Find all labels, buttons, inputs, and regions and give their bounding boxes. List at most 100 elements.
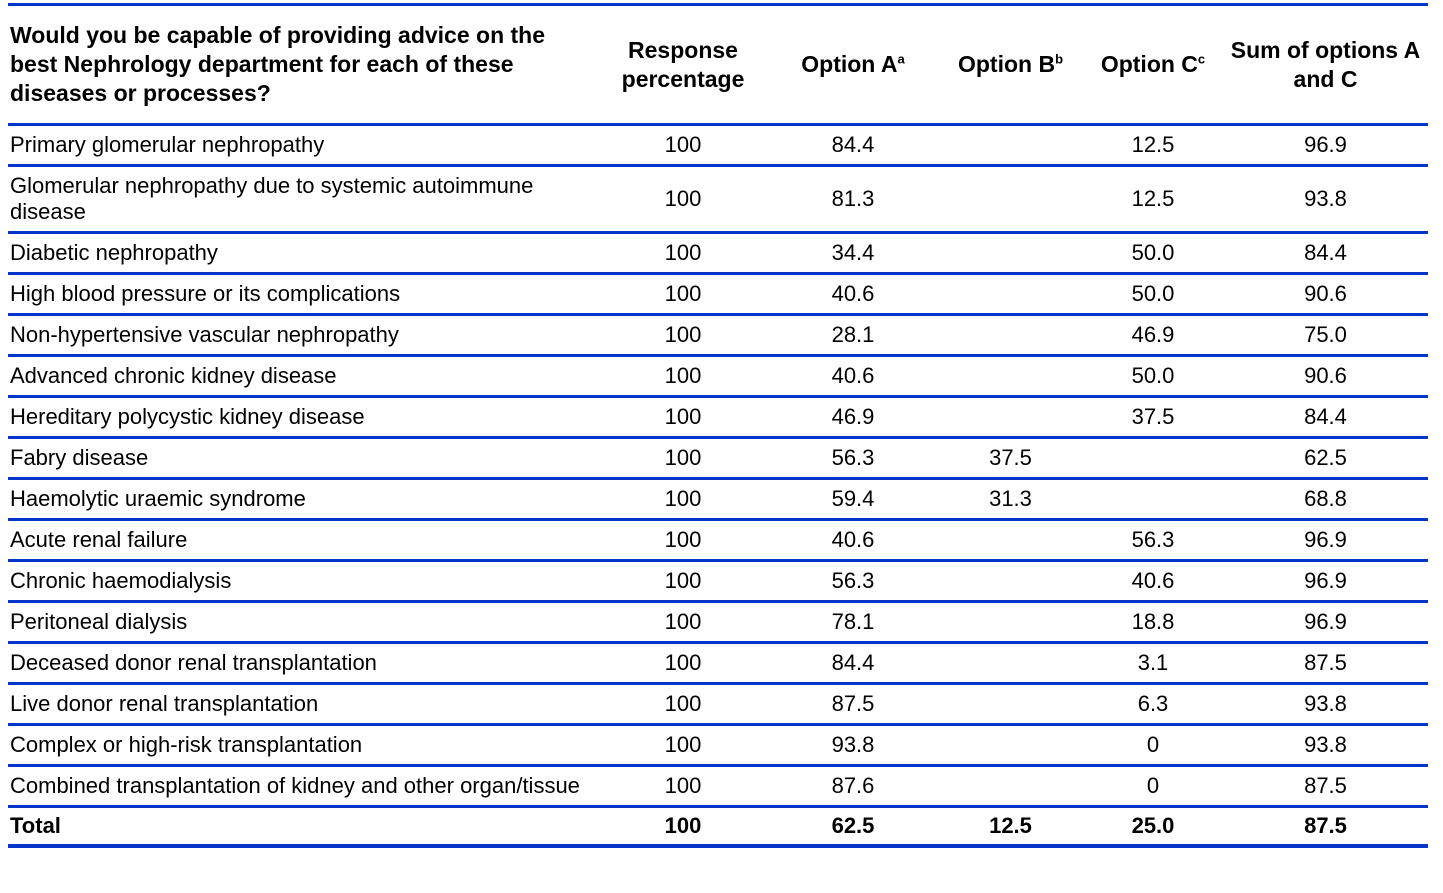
cell-option-a: 87.5 xyxy=(768,683,938,726)
row-label: Diabetic nephropathy xyxy=(8,232,598,275)
cell-option-a: 87.6 xyxy=(768,765,938,808)
row-label: Deceased donor renal transplantation xyxy=(8,642,598,685)
cell-option-a: 28.1 xyxy=(768,314,938,357)
cell-sum-a-and-c: 87.5 xyxy=(1223,765,1428,808)
cell-option-b xyxy=(938,396,1083,439)
col-header-response-percentage: Response percentage xyxy=(598,4,768,126)
cell-response-percentage: 100 xyxy=(598,642,768,685)
table-row: Non-hypertensive vascular nephropathy 10… xyxy=(8,314,1428,357)
total-option-b: 12.5 xyxy=(938,806,1083,848)
table-row: Hereditary polycystic kidney disease 100… xyxy=(8,396,1428,439)
cell-response-percentage: 100 xyxy=(598,124,768,167)
cell-option-c: 12.5 xyxy=(1083,124,1223,167)
cell-response-percentage: 100 xyxy=(598,165,768,234)
cell-option-b xyxy=(938,683,1083,726)
cell-option-b xyxy=(938,273,1083,316)
col-header-label: Option B xyxy=(957,51,1056,77)
table-row: Glomerular nephropathy due to systemic a… xyxy=(8,165,1428,234)
col-header-option-c: Option Cc xyxy=(1083,4,1223,126)
row-label: Chronic haemodialysis xyxy=(8,560,598,603)
cell-option-a: 78.1 xyxy=(768,601,938,644)
cell-sum-a-and-c: 96.9 xyxy=(1223,124,1428,167)
row-label: Haemolytic uraemic syndrome xyxy=(8,478,598,521)
col-header-option-b: Option Bb xyxy=(938,4,1083,126)
cell-option-a: 59.4 xyxy=(768,478,938,521)
cell-response-percentage: 100 xyxy=(598,724,768,767)
row-label: High blood pressure or its complications xyxy=(8,273,598,316)
cell-response-percentage: 100 xyxy=(598,437,768,480)
cell-option-b xyxy=(938,232,1083,275)
cell-sum-a-and-c: 96.9 xyxy=(1223,519,1428,562)
col-header-label: Option A xyxy=(801,51,898,77)
table-row: Combined transplantation of kidney and o… xyxy=(8,765,1428,808)
cell-sum-a-and-c: 90.6 xyxy=(1223,273,1428,316)
row-label: Acute renal failure xyxy=(8,519,598,562)
cell-option-c: 37.5 xyxy=(1083,396,1223,439)
col-header-label: Sum of options A and C xyxy=(1230,36,1421,92)
row-label: Combined transplantation of kidney and o… xyxy=(8,765,598,808)
cell-option-c: 3.1 xyxy=(1083,642,1223,685)
cell-option-a: 56.3 xyxy=(768,437,938,480)
table-row: Deceased donor renal transplantation 100… xyxy=(8,642,1428,685)
cell-sum-a-and-c: 93.8 xyxy=(1223,165,1428,234)
cell-option-c: 40.6 xyxy=(1083,560,1223,603)
cell-option-a: 93.8 xyxy=(768,724,938,767)
cell-option-c: 50.0 xyxy=(1083,355,1223,398)
row-label: Peritoneal dialysis xyxy=(8,601,598,644)
cell-option-b xyxy=(938,560,1083,603)
cell-option-a: 34.4 xyxy=(768,232,938,275)
cell-option-c: 56.3 xyxy=(1083,519,1223,562)
table-row: Haemolytic uraemic syndrome 100 59.4 31.… xyxy=(8,478,1428,521)
footnote-marker-a: a xyxy=(897,51,905,67)
cell-option-c xyxy=(1083,478,1223,521)
cell-option-c xyxy=(1083,437,1223,480)
table-row: Live donor renal transplantation 100 87.… xyxy=(8,683,1428,726)
row-label: Fabry disease xyxy=(8,437,598,480)
cell-option-b xyxy=(938,355,1083,398)
cell-option-c: 50.0 xyxy=(1083,273,1223,316)
cell-option-a: 40.6 xyxy=(768,519,938,562)
cell-response-percentage: 100 xyxy=(598,560,768,603)
cell-sum-a-and-c: 62.5 xyxy=(1223,437,1428,480)
total-option-c: 25.0 xyxy=(1083,806,1223,848)
cell-option-c: 0 xyxy=(1083,765,1223,808)
cell-option-a: 40.6 xyxy=(768,273,938,316)
cell-option-b xyxy=(938,642,1083,685)
cell-sum-a-and-c: 84.4 xyxy=(1223,232,1428,275)
cell-option-a: 84.4 xyxy=(768,642,938,685)
col-header-label: Response percentage xyxy=(621,36,745,92)
cell-sum-a-and-c: 87.5 xyxy=(1223,642,1428,685)
cell-sum-a-and-c: 96.9 xyxy=(1223,560,1428,603)
cell-response-percentage: 100 xyxy=(598,765,768,808)
cell-option-c: 6.3 xyxy=(1083,683,1223,726)
cell-sum-a-and-c: 68.8 xyxy=(1223,478,1428,521)
total-response-percentage: 100 xyxy=(598,806,768,848)
cell-option-c: 18.8 xyxy=(1083,601,1223,644)
cell-option-c: 46.9 xyxy=(1083,314,1223,357)
table-row: Complex or high-risk transplantation 100… xyxy=(8,724,1428,767)
table-row: Diabetic nephropathy 100 34.4 50.0 84.4 xyxy=(8,232,1428,275)
footnote-marker-c: c xyxy=(1197,51,1206,67)
row-label: Glomerular nephropathy due to systemic a… xyxy=(8,165,598,234)
cell-response-percentage: 100 xyxy=(598,273,768,316)
row-label: Live donor renal transplantation xyxy=(8,683,598,726)
col-header-sum-a-and-c: Sum of options A and C xyxy=(1223,4,1428,126)
table-row: High blood pressure or its complications… xyxy=(8,273,1428,316)
table-row: Advanced chronic kidney disease 100 40.6… xyxy=(8,355,1428,398)
cell-option-b: 37.5 xyxy=(938,437,1083,480)
cell-option-a: 56.3 xyxy=(768,560,938,603)
total-label: Total xyxy=(8,806,598,848)
cell-option-b xyxy=(938,601,1083,644)
cell-option-b xyxy=(938,314,1083,357)
cell-option-b xyxy=(938,124,1083,167)
cell-sum-a-and-c: 96.9 xyxy=(1223,601,1428,644)
cell-option-a: 81.3 xyxy=(768,165,938,234)
cell-option-c: 12.5 xyxy=(1083,165,1223,234)
cell-response-percentage: 100 xyxy=(598,683,768,726)
cell-response-percentage: 100 xyxy=(598,601,768,644)
cell-option-a: 46.9 xyxy=(768,396,938,439)
cell-sum-a-and-c: 90.6 xyxy=(1223,355,1428,398)
cell-option-b xyxy=(938,165,1083,234)
table-container: Would you be capable of providing advice… xyxy=(8,3,1428,848)
row-label: Primary glomerular nephropathy xyxy=(8,124,598,167)
